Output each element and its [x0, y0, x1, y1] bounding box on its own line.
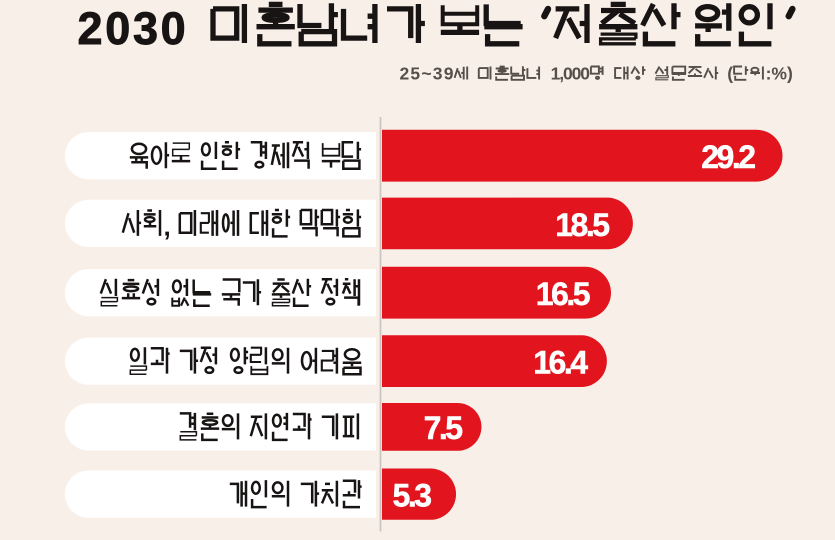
- svg-text:,: ,: [164, 211, 171, 241]
- svg-text:7.5: 7.5: [424, 410, 463, 446]
- svg-text:1,000: 1,000: [551, 63, 591, 83]
- svg-text:16.5: 16.5: [536, 276, 590, 312]
- svg-text:5.3: 5.3: [393, 477, 432, 513]
- svg-text:29.2: 29.2: [701, 139, 755, 175]
- svg-text:2030: 2030: [78, 3, 189, 54]
- svg-text:18.5: 18.5: [555, 207, 609, 243]
- svg-text::%): :%): [766, 63, 793, 83]
- svg-text:16.4: 16.4: [533, 345, 588, 381]
- svg-text:25~39: 25~39: [400, 63, 455, 83]
- svg-text:(: (: [727, 63, 733, 83]
